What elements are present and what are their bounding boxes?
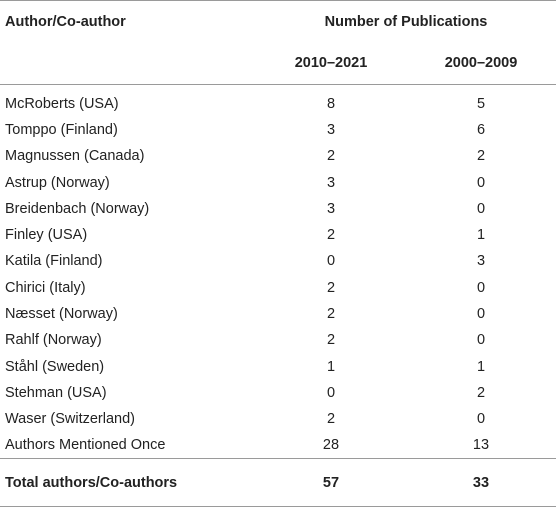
publications-2010-2021-cell: 28: [322, 437, 340, 454]
author-cell: Finley (USA): [5, 227, 88, 244]
table-row: Waser (Switzerland) 2 0: [0, 406, 556, 432]
author-cell: Ståhl (Sweden): [5, 358, 105, 375]
publications-2000-2009-cell: 6: [476, 121, 486, 138]
author-cell: Astrup (Norway): [5, 174, 110, 191]
publications-2000-2009-cell: 0: [476, 200, 486, 217]
table-row: Næsset (Norway) 2 0: [0, 301, 556, 327]
author-cell: Stehman (USA): [5, 384, 107, 401]
table-row: Finley (USA) 2 1: [0, 222, 556, 248]
author-cell: Waser (Switzerland): [5, 411, 135, 428]
publications-2000-2009-cell: 1: [476, 227, 486, 244]
table-row: Authors Mentioned Once 28 13: [0, 432, 556, 458]
publications-2000-2009-cell: 0: [476, 306, 486, 323]
publications-2010-2021-cell: 3: [326, 121, 336, 138]
publications-2010-2021-cell: 0: [326, 253, 336, 270]
publications-2010-2021-cell: 0: [326, 384, 336, 401]
period-2010-2021-header: 2010–2021: [256, 42, 406, 85]
table-row: Katila (Finland) 0 3: [0, 248, 556, 274]
author-cell: Rahlf (Norway): [5, 332, 102, 349]
total-label: Total authors/Co-authors: [0, 458, 256, 508]
table-row: McRoberts (USA) 8 5: [0, 91, 556, 117]
publications-2010-2021-cell: 8: [326, 95, 336, 112]
publications-2000-2009-cell: 0: [476, 332, 486, 349]
author-column-header: Author/Co-author: [0, 0, 256, 43]
author-header-spacer: [0, 42, 256, 85]
author-cell: Magnussen (Canada): [5, 148, 145, 165]
total-2010-2021: 57: [256, 458, 406, 508]
table-row: Astrup (Norway) 3 0: [0, 169, 556, 195]
publications-2000-2009-cell: 1: [476, 358, 486, 375]
publications-2010-2021-cell: 1: [326, 358, 336, 375]
author-cell: Authors Mentioned Once: [5, 437, 166, 454]
publications-2000-2009-cell: 5: [476, 95, 486, 112]
author-cell: McRoberts (USA): [5, 95, 119, 112]
publications-column-header: Number of Publications: [256, 0, 556, 43]
table-row: Breidenbach (Norway) 3 0: [0, 196, 556, 222]
publications-2010-2021-cell: 2: [326, 411, 336, 428]
table-row: Magnussen (Canada) 2 2: [0, 143, 556, 169]
publications-2000-2009-cell: 0: [476, 174, 486, 191]
table-row: Stehman (USA) 0 2: [0, 380, 556, 406]
table-body: McRoberts (USA) 8 5 Tomppo (Finland) 3 6 Magnu…: [0, 85, 556, 459]
author-cell: Tomppo (Finland): [5, 121, 118, 138]
author-cell: Breidenbach (Norway): [5, 200, 150, 217]
publications-2010-2021-cell: 3: [326, 200, 336, 217]
publications-2000-2009-cell: 3: [476, 253, 486, 270]
table-row: Tomppo (Finland) 3 6: [0, 117, 556, 143]
total-2000-2009: 33: [406, 458, 556, 508]
publications-2000-2009-cell: 0: [476, 411, 486, 428]
publications-2000-2009-cell: 2: [476, 148, 486, 165]
publications-2010-2021-cell: 2: [326, 332, 336, 349]
publications-2010-2021-cell: 3: [326, 174, 336, 191]
header-row-1: Author/Co-author Number of Publications: [0, 0, 556, 43]
publications-2000-2009-cell: 13: [472, 437, 490, 454]
author-cell: Næsset (Norway): [5, 306, 118, 323]
publications-2000-2009-cell: 2: [476, 384, 486, 401]
publications-2010-2021-cell: 2: [326, 279, 336, 296]
table-row: Rahlf (Norway) 2 0: [0, 327, 556, 353]
table-row: Chirici (Italy) 2 0: [0, 275, 556, 301]
publications-2010-2021-cell: 2: [326, 148, 336, 165]
table-row: Ståhl (Sweden) 1 1: [0, 353, 556, 379]
publications-2010-2021-cell: 2: [326, 227, 336, 244]
author-cell: Katila (Finland): [5, 253, 103, 270]
header-row-2: 2010–2021 2000–2009: [0, 42, 556, 85]
author-cell: Chirici (Italy): [5, 279, 86, 296]
period-2000-2009-header: 2000–2009: [406, 42, 556, 85]
publications-2010-2021-cell: 2: [326, 306, 336, 323]
publications-2000-2009-cell: 0: [476, 279, 486, 296]
total-row: Total authors/Co-authors 57 33: [0, 458, 556, 508]
